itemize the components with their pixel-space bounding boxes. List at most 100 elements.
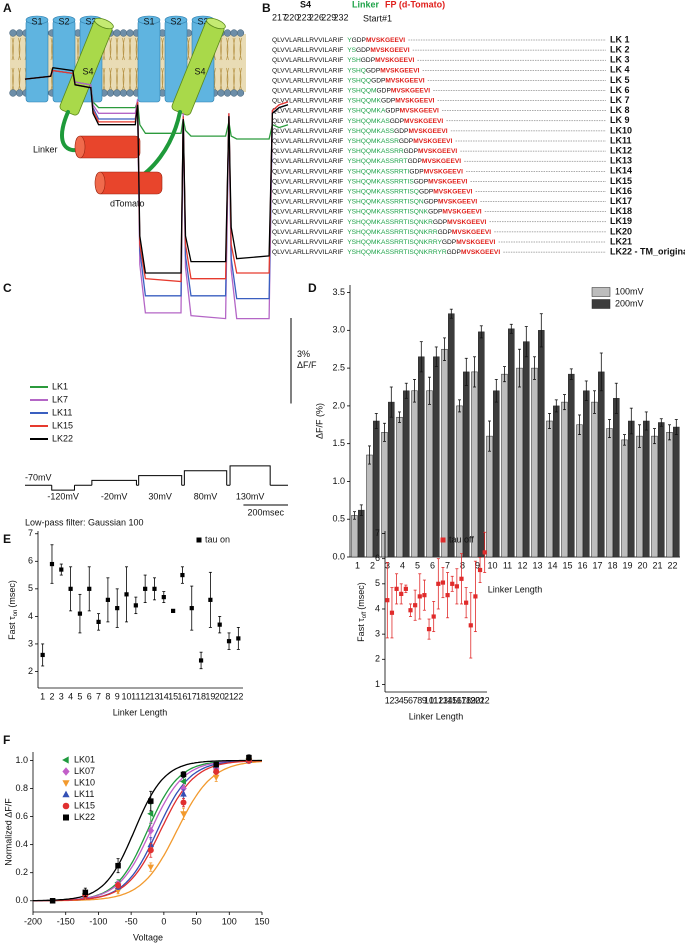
- bar: [516, 367, 523, 558]
- sequence-linker: YSHQQMKASSRRTISQNKRRYR: [347, 249, 447, 256]
- x-tick-label: 14: [443, 695, 453, 705]
- x-tick-label: 150: [254, 916, 269, 926]
- residue-number: 217: [272, 12, 287, 22]
- y-tick-label: 7: [375, 528, 380, 538]
- sequence: QLVVLARLLRVVILARIF YGDPMVSKGEEVI: [272, 37, 405, 44]
- sequence-spacer: GDP: [428, 208, 443, 215]
- bar: [493, 390, 500, 558]
- residue-number: 232: [334, 12, 349, 22]
- sequence: QLVVLARLLRVVILARIF YSHGDPMVSKGEEVI: [272, 57, 414, 64]
- construct-label: LK16: [610, 186, 632, 196]
- x-tick-label: 9: [422, 695, 427, 705]
- sequence-s4: QLVVLARLLRVVILARIF: [272, 67, 343, 74]
- column-header: Linker: [352, 0, 380, 9]
- legend-label: LK11: [74, 789, 94, 799]
- sequence-fp: MVSKGEEVI: [447, 219, 486, 226]
- marker: [389, 610, 395, 615]
- x-tick-label: 8: [460, 560, 465, 570]
- y-tick-label: 3: [28, 638, 33, 648]
- fluorescent-protein: [95, 171, 163, 195]
- x-tick-label: 21: [224, 691, 234, 701]
- sequence-fp: MVSKGEEVI: [452, 229, 491, 236]
- footnote: Low-pass filter: Gaussian 100: [25, 517, 144, 527]
- sequence-s4: QLVVLARLLRVVILARIF: [272, 168, 343, 175]
- legend-label: LK01: [74, 754, 95, 764]
- y-tick-label: 0.2: [15, 867, 28, 877]
- bar: [576, 424, 583, 558]
- marker: [180, 790, 187, 797]
- marker: [399, 591, 404, 596]
- y-tick-label: 4: [28, 611, 33, 621]
- x-tick-label: 11: [503, 560, 512, 570]
- sequence-linker: YSHQQMKASSRRTISQN: [347, 198, 424, 205]
- marker: [417, 594, 422, 599]
- fp-label: dTomato: [110, 198, 145, 208]
- helix-top: [164, 15, 188, 25]
- sequence-fp: MVSKGEEVI: [400, 107, 439, 114]
- sequence-fp: MVSKGEEVI: [428, 178, 467, 185]
- helix-top: [94, 17, 114, 30]
- sequence: QLVVLARLLRVVILARIF YSHQQMKAGDPMVSKGEEVI: [272, 107, 439, 114]
- x-tick-label: 1: [385, 695, 390, 705]
- helix: [137, 19, 161, 103]
- x-tick-label: 1: [40, 691, 45, 701]
- sequence: QLVVLARLLRVVILARIF YSHQQMKASGDPMVSKGEEVI: [272, 118, 443, 125]
- marker: [171, 608, 176, 613]
- sequence-linker: YSHQQMKASSRRTI: [347, 168, 409, 175]
- x-axis-title: Linker Length: [488, 584, 543, 594]
- sequence-fp: MVSKGEEVI: [380, 67, 419, 74]
- x-tick-label: 21: [475, 695, 485, 705]
- bar: [523, 341, 530, 558]
- construct-label: LK22 - TM_original: [610, 246, 685, 256]
- marker: [208, 597, 213, 602]
- sequence: QLVVLARLLRVVILARIF YSHQQMKASSGDPMVSKGEEVI: [272, 128, 448, 135]
- sequence-linker: YSHQQMKASSRRTISQNKR: [347, 219, 433, 226]
- x-tick-label: 16: [177, 691, 187, 701]
- panel-letter: B: [262, 1, 271, 15]
- bar: [501, 373, 508, 558]
- sequence-linker: YSHQQMKASSRRT: [347, 158, 407, 165]
- bar: [366, 454, 373, 558]
- sequence-spacer: GDP: [447, 249, 462, 256]
- marker: [482, 550, 487, 555]
- lipid-tail: [11, 37, 15, 91]
- sequence-fp: MVSKGEEVI: [395, 97, 434, 104]
- legend-label: LK07: [74, 766, 95, 776]
- panel-letter: D: [308, 281, 317, 295]
- x-tick-label: 15: [447, 695, 457, 705]
- sequence-linker: YSHQ: [347, 67, 366, 74]
- legend-label: 100mV: [615, 286, 644, 296]
- helix: [25, 19, 49, 103]
- residue-number: 223: [297, 12, 312, 22]
- bar: [591, 401, 598, 558]
- lipid-head: [15, 29, 24, 37]
- construct-label: LK 5: [610, 75, 630, 85]
- fit-curve: [33, 759, 262, 902]
- construct-label: LK 6: [610, 85, 630, 95]
- x-tick-label: 9: [475, 560, 480, 570]
- marker: [477, 567, 483, 573]
- legend-label: tau off: [449, 534, 474, 544]
- protocol-baseline-label: -70mV: [25, 473, 52, 483]
- fluorescent-protein: [75, 135, 141, 159]
- helix-label: S4: [82, 66, 93, 76]
- x-tick-label: 19: [622, 560, 632, 570]
- marker: [385, 598, 390, 603]
- marker: [87, 586, 92, 591]
- x-tick-label: 4: [68, 691, 73, 701]
- marker: [440, 580, 446, 585]
- lipid-head: [217, 89, 225, 97]
- lipid-tail: [161, 37, 164, 91]
- x-tick-label: 8: [105, 691, 110, 701]
- residue-number: 229: [321, 12, 336, 22]
- bar: [508, 328, 515, 558]
- marker: [147, 810, 154, 818]
- marker: [236, 636, 241, 641]
- marker: [198, 658, 204, 663]
- sequence-linker: YSHQQMKASSRR: [347, 148, 404, 155]
- linker: [133, 110, 182, 182]
- x-tick-label: 10: [122, 691, 132, 701]
- x-tick-label: 2: [389, 695, 394, 705]
- sequence-fp: MVSKGEEVI: [418, 148, 457, 155]
- marker: [179, 778, 186, 785]
